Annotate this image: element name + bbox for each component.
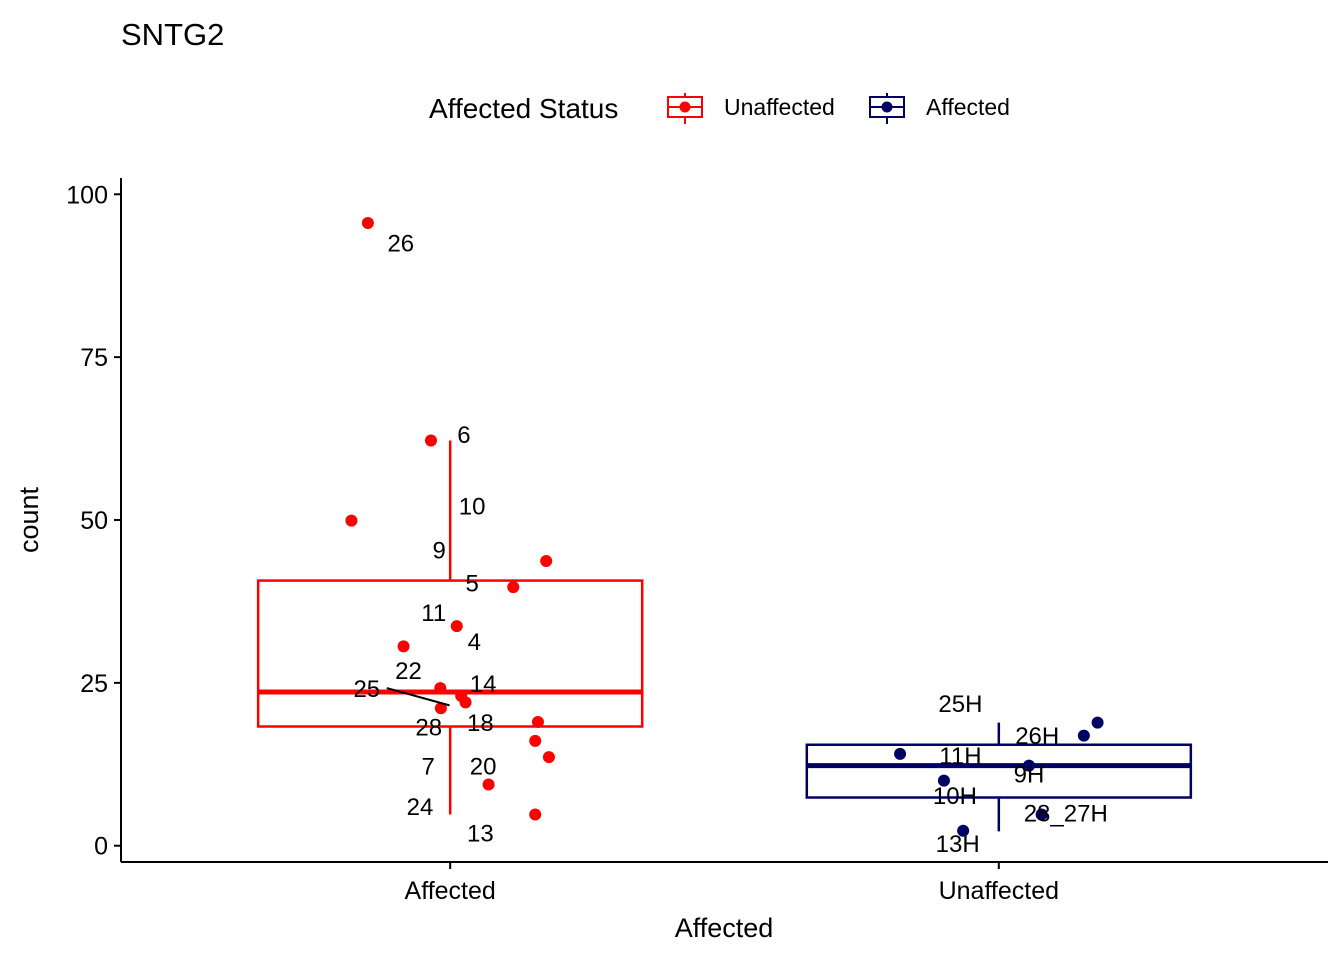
- point-label-26: 26: [387, 230, 414, 257]
- point-label-18: 18: [467, 710, 494, 737]
- point-label-25h: 25H: [938, 691, 982, 718]
- data-point-5: [507, 581, 520, 594]
- legend-key-affected: [869, 93, 905, 124]
- label-leader-line: [386, 687, 450, 707]
- point-label-25: 25: [353, 676, 380, 703]
- data-point-10h: [957, 824, 970, 837]
- data-point-26: [361, 216, 374, 229]
- data-point-26h: [1077, 729, 1090, 742]
- data-point-20: [542, 751, 555, 764]
- data-point-10: [345, 514, 358, 527]
- data-point-6: [424, 434, 437, 447]
- x-tick-label: Unaffected: [939, 877, 1059, 905]
- point-labels-layer: 26 6 10 95 4 11 22 14 25 28 18 7 20 24 13 25H 11H 10H 9H 28…: [353, 230, 1107, 858]
- boxes-layer: [256, 440, 1193, 832]
- box-affected: [256, 440, 644, 815]
- x-tick-label: Affected: [405, 877, 496, 905]
- y-tick-label: 75: [80, 344, 108, 372]
- point-label-26h: 26H: [1015, 723, 1059, 750]
- data-point-13h: [1091, 716, 1104, 729]
- data-point-4: [450, 620, 463, 633]
- point-label-13: 13: [467, 821, 494, 848]
- data-point-7: [529, 734, 542, 747]
- data-point-13: [529, 808, 542, 821]
- data-point-18: [531, 715, 544, 728]
- legend-title: Affected Status: [429, 93, 618, 124]
- data-point-25: [459, 696, 472, 709]
- data-point-22: [434, 682, 447, 695]
- point-label-9: 9: [433, 537, 446, 564]
- data-point-25h: [894, 747, 907, 760]
- point-label-11: 11: [421, 600, 446, 627]
- point-label-7: 7: [422, 754, 435, 781]
- data-point-28-27h: [1035, 808, 1048, 821]
- point-label-28-27h: 28_27H: [1024, 800, 1108, 827]
- data-point-9: [540, 555, 553, 568]
- point-label-13h: 13H: [936, 831, 980, 858]
- data-point-24: [482, 778, 495, 791]
- y-axis: 0 25 50 75 100: [66, 178, 122, 862]
- point-label-9h: 9H: [1014, 761, 1045, 788]
- point-label-24: 24: [407, 794, 434, 821]
- box-iqr: [256, 579, 644, 728]
- y-tick-label: 0: [94, 833, 108, 861]
- y-axis-title: count: [14, 486, 44, 553]
- point-label-14: 14: [470, 671, 497, 698]
- point-label-10h: 10H: [933, 783, 977, 810]
- data-point-9h: [1022, 759, 1035, 772]
- chart-title: SNTG2: [121, 17, 224, 52]
- point-label-10: 10: [459, 494, 486, 521]
- box-iqr: [805, 743, 1193, 799]
- points-layer: [345, 216, 1104, 837]
- legend-label-affected: Affected: [926, 94, 1010, 120]
- y-tick-label: 50: [80, 507, 108, 535]
- point-label-28: 28: [415, 715, 442, 742]
- point-label-6: 6: [457, 422, 470, 449]
- x-axis: Affected Unaffected: [121, 861, 1328, 905]
- y-tick-label: 100: [66, 181, 108, 209]
- x-axis-title: Affected: [675, 913, 774, 943]
- point-label-4: 4: [468, 629, 481, 656]
- box-unaffected: [805, 722, 1193, 832]
- y-tick-label: 25: [80, 670, 108, 698]
- data-point-11: [397, 640, 410, 653]
- legend: Affected Status Unaffected Affected: [429, 93, 1010, 124]
- data-point-28: [434, 702, 447, 715]
- point-label-5: 5: [465, 571, 478, 598]
- legend-key-unaffected: [667, 93, 703, 124]
- data-point-11h: [937, 774, 950, 787]
- legend-label-unaffected: Unaffected: [724, 94, 835, 120]
- point-label-11h: 11H: [939, 743, 981, 770]
- point-label-20: 20: [470, 754, 497, 781]
- point-label-22: 22: [395, 658, 422, 685]
